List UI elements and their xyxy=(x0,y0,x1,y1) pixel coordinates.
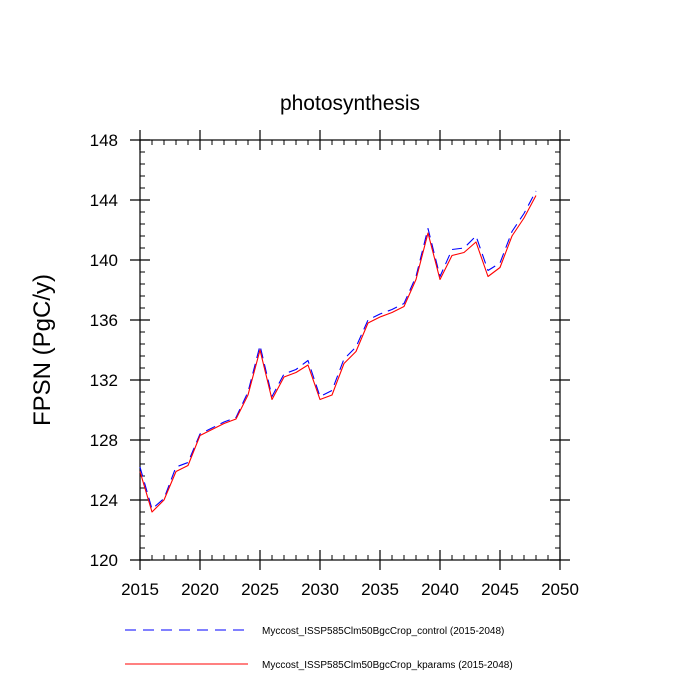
y-tick-label: 136 xyxy=(90,311,118,330)
chart-title: photosynthesis xyxy=(280,92,420,115)
y-tick-label: 120 xyxy=(90,551,118,570)
plot-frame xyxy=(139,139,561,561)
legend-label-1: Myccost_ISSP585Clm50BgcCrop_control (201… xyxy=(262,626,504,637)
axis-ticks xyxy=(130,130,570,570)
x-tick-label: 2050 xyxy=(541,580,579,599)
y-tick-label: 132 xyxy=(90,371,118,390)
x-tick-label: 2020 xyxy=(181,580,219,599)
x-tick-label: 2030 xyxy=(301,580,339,599)
x-tick-label: 2045 xyxy=(481,580,519,599)
y-tick-label: 148 xyxy=(90,131,118,150)
series-line-2 xyxy=(139,195,537,513)
x-tick-label: 2015 xyxy=(121,580,159,599)
axis-tick-labels: 2015 2020 2025 2030 2035 2040 2045 2050 120 124 12… xyxy=(90,131,579,599)
legend-label-2: Myccost_ISSP585Clm50BgcCrop_kparams (201… xyxy=(262,660,513,671)
y-tick-label: 140 xyxy=(90,251,118,270)
series-group xyxy=(139,190,537,513)
x-tick-label: 2035 xyxy=(361,580,399,599)
y-tick-label: 124 xyxy=(90,491,118,510)
x-tick-label: 2040 xyxy=(421,580,459,599)
series-line-1 xyxy=(139,190,537,510)
y-tick-label: 128 xyxy=(90,431,118,450)
legend: Myccost_ISSP585Clm50BgcCrop_control (201… xyxy=(125,626,513,671)
y-tick-label: 144 xyxy=(90,191,118,210)
x-tick-label: 2025 xyxy=(241,580,279,599)
y-axis-label: FPSN (PgC/y) xyxy=(29,274,56,426)
